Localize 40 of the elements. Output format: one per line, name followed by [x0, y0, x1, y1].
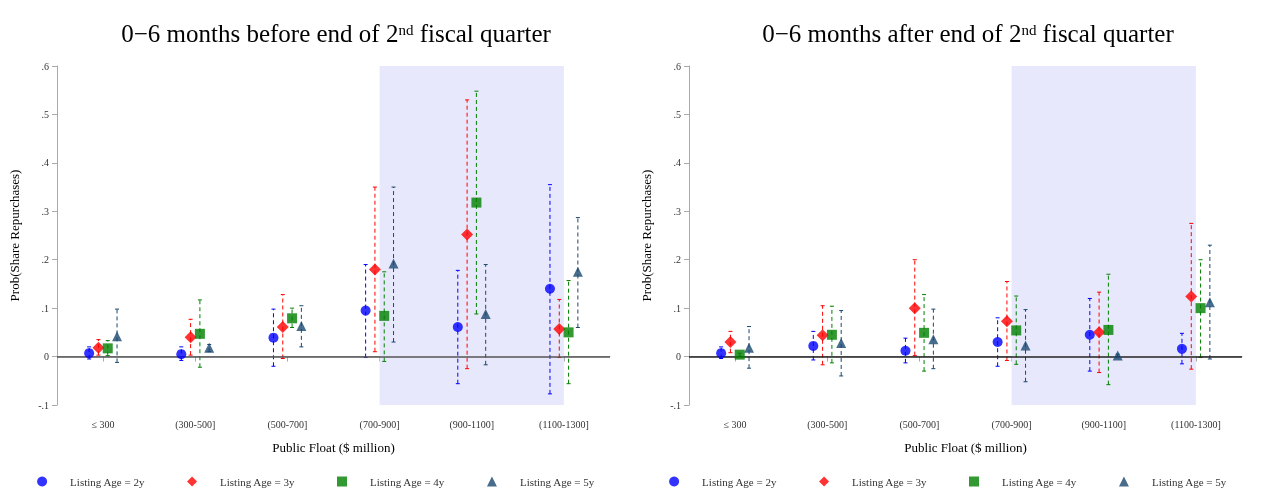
x-tick-label: (500-700] — [267, 418, 308, 431]
legend-label: Listing Age = 5y — [1151, 475, 1227, 488]
legend-label: Listing Age = 3y — [220, 475, 295, 488]
y-tick-label: 0 — [44, 351, 49, 363]
x-tick-label: (1100-1300] — [1171, 418, 1221, 431]
legend-label: Listing Age = 2y — [702, 475, 777, 488]
y-tick-label: 0 — [676, 351, 681, 363]
x-axis-title: Public Float ($ million) — [272, 440, 395, 455]
x-tick-label: (300-500] — [175, 418, 216, 431]
legend-label: Listing Age = 5y — [519, 475, 595, 488]
y-axis-title: Prob(Share Repurchases) — [7, 169, 22, 302]
x-tick-label: (700-900] — [359, 418, 400, 431]
y-tick-label: .4 — [673, 157, 681, 169]
x-tick-label: ≤ 300 — [723, 418, 747, 430]
x-tick-label: (700-900] — [991, 418, 1032, 431]
x-tick-label: (1100-1300] — [539, 418, 589, 431]
y-tick-label: .3 — [41, 205, 49, 217]
y-tick-label: .2 — [41, 254, 49, 266]
y-tick-label: .6 — [41, 60, 49, 72]
legend-label: Listing Age = 4y — [370, 475, 445, 488]
y-tick-label: -.1 — [38, 399, 49, 411]
x-axis-title: Public Float ($ million) — [904, 440, 1027, 455]
y-tick-label: .3 — [673, 205, 681, 217]
y-tick-label: .6 — [673, 60, 681, 72]
x-tick-label: (300-500] — [807, 418, 848, 431]
legend-label: Listing Age = 3y — [852, 475, 927, 488]
legend-label: Listing Age = 2y — [70, 475, 145, 488]
x-tick-label: (900-1100] — [1081, 418, 1127, 431]
x-tick-label: (900-1100] — [449, 418, 495, 431]
x-tick-label: ≤ 300 — [91, 418, 115, 430]
legend-label: Listing Age = 4y — [1002, 475, 1077, 488]
y-tick-label: -.1 — [670, 399, 681, 411]
y-tick-label: .1 — [41, 302, 49, 314]
y-tick-label: .1 — [673, 302, 681, 314]
y-tick-label: .2 — [673, 254, 681, 266]
y-axis-title: Prob(Share Repurchases) — [639, 169, 654, 302]
y-tick-label: .5 — [41, 108, 49, 120]
y-tick-label: .4 — [41, 157, 49, 169]
x-tick-label: (500-700] — [899, 418, 940, 431]
y-tick-label: .5 — [673, 108, 681, 120]
